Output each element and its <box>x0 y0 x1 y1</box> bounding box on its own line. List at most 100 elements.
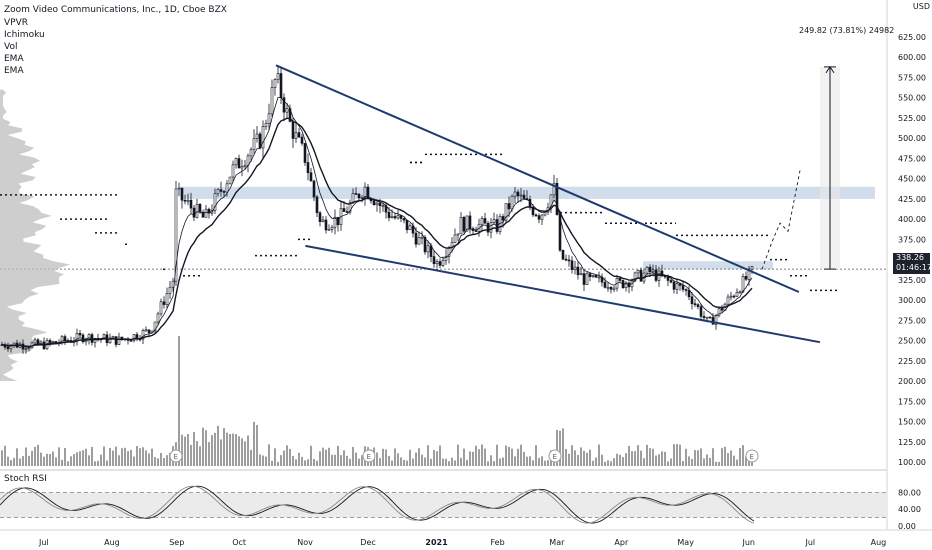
candle-body <box>402 218 406 221</box>
volume-bar <box>442 458 444 466</box>
candle-body <box>168 286 172 294</box>
price-axis-tick: 375.00 <box>898 235 926 244</box>
candle-body <box>345 211 349 213</box>
volume-bar <box>211 435 213 466</box>
indicator-volume-label[interactable]: Vol <box>4 42 18 52</box>
candle-body <box>609 286 613 290</box>
candle-body <box>141 330 145 340</box>
price-axis-tick: 200.00 <box>898 377 926 386</box>
candle-body <box>33 339 37 344</box>
volume-bar <box>745 456 747 466</box>
volume-bar <box>445 458 447 466</box>
volume-bar <box>76 452 78 466</box>
earnings-marker[interactable] <box>745 449 759 463</box>
volume-bar <box>472 451 474 466</box>
volume-bar <box>220 439 222 466</box>
volume-bar <box>631 451 633 466</box>
candle-body <box>606 286 610 289</box>
candle-body <box>441 259 445 266</box>
volume-bar <box>70 456 72 466</box>
volume-bar <box>322 447 324 466</box>
price-axis-tick: 425.00 <box>898 195 926 204</box>
candle-body <box>159 301 163 315</box>
candle-body <box>192 207 196 218</box>
volume-bar <box>4 445 6 466</box>
volume-bar <box>475 445 477 466</box>
volume-bar <box>634 451 636 466</box>
volume-bar <box>712 448 714 466</box>
earnings-marker[interactable] <box>169 449 183 463</box>
indicator-vpvr-label[interactable]: VPVR <box>4 18 28 28</box>
volume-bar <box>145 450 147 466</box>
volume-bar <box>622 457 624 466</box>
candle-body <box>177 187 181 190</box>
candle-body <box>198 204 202 213</box>
volume-bar <box>487 461 489 466</box>
price-axis-tick: 625.00 <box>898 33 926 42</box>
earnings-marker[interactable] <box>548 449 562 463</box>
volume-bar <box>721 448 723 466</box>
volume-bar <box>265 456 267 466</box>
volume-bar <box>385 449 387 466</box>
volume-bar <box>379 458 381 466</box>
time-axis-tick: Aug <box>871 538 887 547</box>
volume-bar <box>64 447 66 466</box>
volume-bar <box>397 453 399 466</box>
candle-body <box>585 273 589 285</box>
volume-bar <box>610 461 612 466</box>
volume-bar <box>277 461 279 466</box>
earnings-marker-label: E <box>367 453 371 461</box>
indicator-ema-slow-label[interactable]: EMA <box>4 66 24 76</box>
price-axis-tick: 400.00 <box>898 215 926 224</box>
volume-bar <box>232 433 234 466</box>
candle-body <box>492 219 496 223</box>
candle-body <box>270 87 274 115</box>
volume-bar <box>430 458 432 466</box>
price-axis-tick: 525.00 <box>898 114 926 123</box>
candle-body <box>516 191 520 197</box>
candle-body <box>324 219 328 231</box>
candle-body <box>480 218 484 225</box>
volume-bar <box>601 454 603 466</box>
earnings-marker[interactable] <box>362 449 376 463</box>
price-axis-tick: 500.00 <box>898 134 926 143</box>
stoch-rsi-title[interactable]: Stoch RSI <box>4 474 47 484</box>
volume-bar <box>34 446 36 466</box>
volume-bar <box>652 448 654 466</box>
indicator-ema-fast-label[interactable]: EMA <box>4 54 24 64</box>
candle-body <box>438 261 442 266</box>
volume-bar <box>148 453 150 466</box>
candle-body <box>393 216 397 219</box>
volume-bar <box>412 458 414 466</box>
volume-bar <box>340 455 342 466</box>
volume-bar <box>559 430 561 466</box>
volume-bar <box>346 455 348 466</box>
candle-body <box>741 276 745 293</box>
volume-bar <box>751 461 753 466</box>
candle-body <box>420 236 424 239</box>
volume-bar <box>589 449 591 466</box>
stoch-rsi-axis-tick: 0.00 <box>898 522 916 531</box>
volume-bar <box>688 456 690 466</box>
volume-bar <box>205 430 207 466</box>
candle-body <box>747 268 751 280</box>
candle-body <box>297 132 301 138</box>
volume-bar <box>190 444 192 466</box>
volume-bar <box>109 447 111 466</box>
candle-body <box>639 270 643 282</box>
candle-body <box>414 232 418 245</box>
volume-bar <box>616 453 618 466</box>
candle-body <box>387 211 391 219</box>
candle-body <box>540 214 544 220</box>
candle-body <box>285 108 289 113</box>
candle-body <box>219 189 223 192</box>
indicator-ichimoku-label[interactable]: Ichimoku <box>4 30 45 40</box>
volume-bar <box>670 458 672 466</box>
volume-bar <box>166 455 168 466</box>
wedge-upper-trendline[interactable] <box>275 64 800 293</box>
time-axis-tick: Jul <box>805 538 816 547</box>
volume-bar <box>328 447 330 466</box>
candle-body <box>510 195 514 210</box>
wedge-lower-trendline[interactable] <box>305 244 821 344</box>
